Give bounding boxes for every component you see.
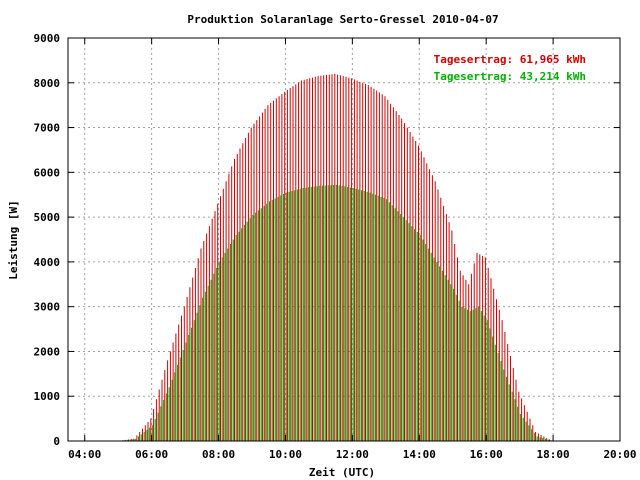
grid [68, 38, 620, 441]
legend: Tagesertrag: 61,965 kWh Tagesertrag: 43,2… [434, 53, 586, 83]
y-axis-label: Leistung [W] [7, 200, 20, 279]
x-tick-label: 12:00 [336, 448, 369, 461]
x-tick-label: 18:00 [537, 448, 570, 461]
y-tick-label: 5000 [34, 211, 61, 224]
x-tick-label: 16:00 [470, 448, 503, 461]
plot-frame [67, 37, 621, 442]
ticks: 0 1000 2000 3000 4000 5000 6000 7000 8000 9000 04:… [34, 32, 637, 461]
x-tick-label: 10:00 [269, 448, 302, 461]
y-tick-label: 7000 [34, 122, 61, 135]
y-tick-label: 8000 [34, 77, 61, 90]
x-tick-label: 04:00 [68, 448, 101, 461]
x-tick-label: 14:00 [403, 448, 436, 461]
series-1-bars [119, 73, 550, 441]
legend-entry-2: Tagesertrag: 43,214 kWh [434, 70, 586, 83]
y-tick-label: 4000 [34, 256, 61, 269]
series-2-bars [121, 184, 552, 441]
chart-title: Produktion Solaranlage Serto-Gressel 201… [187, 13, 498, 26]
y-tick-label: 3000 [34, 301, 61, 314]
y-tick-label: 6000 [34, 166, 61, 179]
bars [119, 73, 552, 441]
x-tick-label: 20:00 [603, 448, 636, 461]
legend-entry-1: Tagesertrag: 61,965 kWh [434, 53, 586, 66]
y-tick-label: 1000 [34, 390, 61, 403]
x-axis-label: Zeit (UTC) [309, 466, 375, 479]
x-tick-label: 06:00 [135, 448, 168, 461]
y-tick-label: 2000 [34, 345, 61, 358]
y-tick-label: 0 [53, 435, 60, 448]
x-tick-label: 08:00 [202, 448, 235, 461]
y-tick-label: 9000 [34, 32, 61, 45]
